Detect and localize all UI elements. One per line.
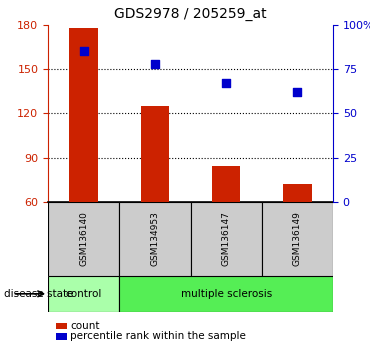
Text: disease state: disease state: [4, 289, 73, 299]
Text: control: control: [65, 289, 102, 299]
Point: [152, 61, 158, 67]
Bar: [70, 28, 98, 202]
Bar: [48, 276, 119, 312]
Point: [223, 80, 229, 86]
Bar: [119, 276, 333, 312]
Text: GSM134953: GSM134953: [151, 211, 159, 267]
Point: [295, 89, 300, 95]
Bar: [212, 166, 241, 202]
Point: [81, 48, 87, 54]
Text: count: count: [70, 321, 100, 331]
Text: multiple sclerosis: multiple sclerosis: [181, 289, 272, 299]
Text: percentile rank within the sample: percentile rank within the sample: [70, 331, 246, 341]
Bar: [48, 202, 119, 276]
Title: GDS2978 / 205259_at: GDS2978 / 205259_at: [114, 7, 267, 21]
Bar: [141, 106, 169, 202]
Bar: [283, 184, 312, 202]
Bar: [262, 202, 333, 276]
Bar: [191, 202, 262, 276]
Text: GSM136140: GSM136140: [79, 211, 88, 267]
Text: GSM136147: GSM136147: [222, 211, 231, 267]
Text: GSM136149: GSM136149: [293, 211, 302, 267]
Bar: [119, 202, 191, 276]
